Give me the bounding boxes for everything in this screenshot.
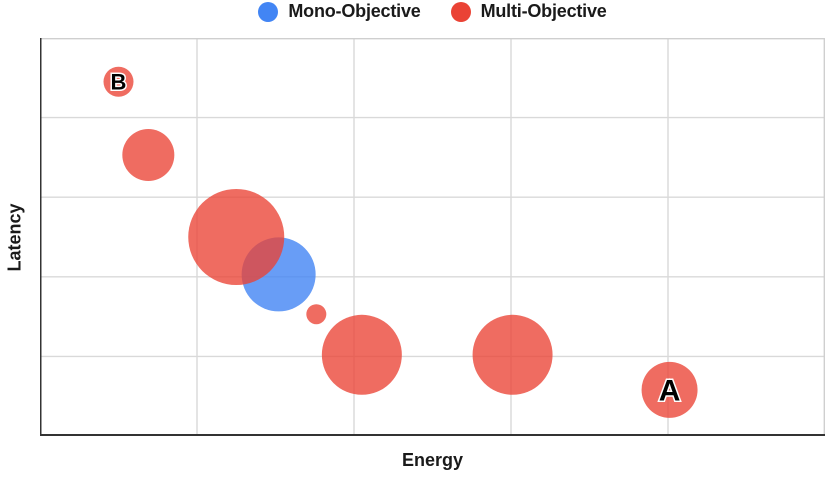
legend-item-multi-objective: Multi-Objective bbox=[450, 1, 607, 22]
bubble-multi-objective bbox=[188, 189, 285, 285]
bubble-multi-objective bbox=[472, 314, 553, 395]
bubble-multi-objective bbox=[306, 304, 327, 325]
plot-area: BA bbox=[40, 38, 825, 436]
point-label-B: B bbox=[111, 70, 127, 95]
bubble-multi-objective-B bbox=[103, 66, 134, 97]
legend-label-multi-objective: Multi-Objective bbox=[480, 1, 607, 21]
x-axis-label: Energy bbox=[401, 450, 464, 470]
multi-objective-legend-dot bbox=[450, 1, 471, 22]
bubble-multi-objective bbox=[122, 129, 175, 182]
legend: Mono-Objective Multi-Objective bbox=[40, 0, 825, 23]
bubble-multi-objective-A bbox=[641, 361, 698, 418]
legend-item-mono-objective: Mono-Objective bbox=[258, 1, 421, 22]
point-label-A: A bbox=[659, 375, 681, 408]
bubble-multi-objective bbox=[321, 314, 402, 395]
mono-objective-legend-dot bbox=[258, 1, 279, 22]
legend-label-mono-objective: Mono-Objective bbox=[288, 1, 421, 21]
y-axis-label: Latency bbox=[4, 202, 25, 272]
y-axis-label-wrap: Latency bbox=[0, 38, 30, 436]
